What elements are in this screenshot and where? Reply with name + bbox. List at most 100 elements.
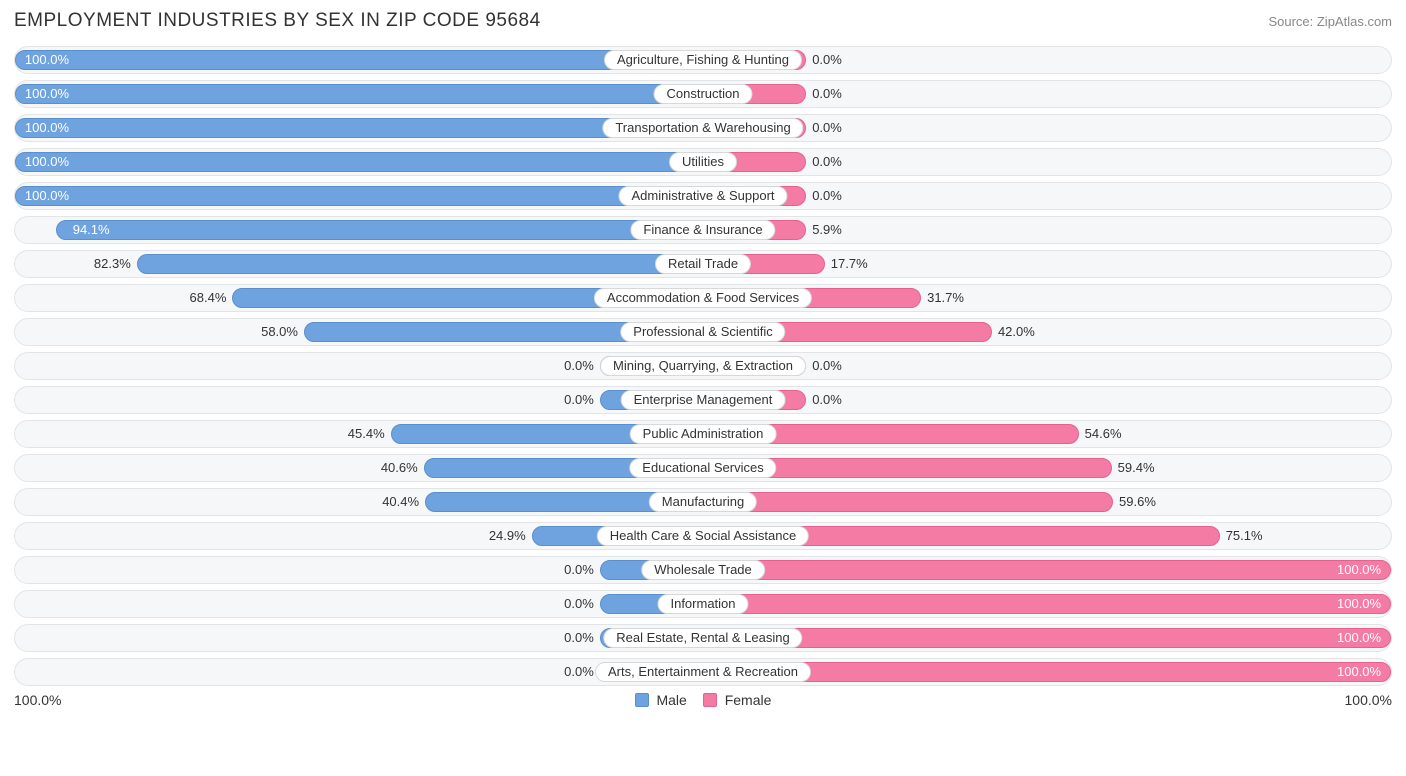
chart-row: 0.0% 0.0% Mining, Quarrying, & Extraction bbox=[14, 352, 1392, 380]
female-value-label: 0.0% bbox=[812, 154, 842, 169]
male-bar bbox=[15, 84, 703, 104]
male-value-label: 0.0% bbox=[564, 562, 594, 577]
legend-male-label: Male bbox=[656, 692, 686, 708]
male-bar bbox=[15, 118, 703, 138]
chart-row: 94.1% 5.9% Finance & Insurance bbox=[14, 216, 1392, 244]
legend-male: Male bbox=[635, 692, 687, 708]
female-value-label: 100.0% bbox=[1337, 664, 1381, 679]
category-label: Construction bbox=[654, 84, 753, 104]
female-bar bbox=[703, 492, 1113, 512]
category-label: Retail Trade bbox=[655, 254, 751, 274]
female-value-label: 5.9% bbox=[812, 222, 842, 237]
female-value-label: 0.0% bbox=[812, 392, 842, 407]
diverging-bar-chart: 100.0% 0.0% Agriculture, Fishing & Hunting… bbox=[14, 46, 1392, 686]
legend-female: Female bbox=[703, 692, 772, 708]
female-value-label: 0.0% bbox=[812, 358, 842, 373]
male-value-label: 40.6% bbox=[381, 460, 418, 475]
female-value-label: 17.7% bbox=[831, 256, 868, 271]
legend: Male Female bbox=[635, 692, 772, 708]
female-value-label: 59.6% bbox=[1119, 494, 1156, 509]
chart-row: 68.4% 31.7% Accommodation & Food Services bbox=[14, 284, 1392, 312]
legend-female-label: Female bbox=[725, 692, 772, 708]
chart-row: 40.6% 59.4% Educational Services bbox=[14, 454, 1392, 482]
female-bar bbox=[703, 594, 1391, 614]
male-bar bbox=[137, 254, 703, 274]
male-value-label: 100.0% bbox=[25, 86, 69, 101]
chart-row: 0.0% 0.0% Enterprise Management bbox=[14, 386, 1392, 414]
category-label: Mining, Quarrying, & Extraction bbox=[600, 356, 806, 376]
chart-row: 24.9% 75.1% Health Care & Social Assistanc… bbox=[14, 522, 1392, 550]
male-bar bbox=[15, 50, 703, 70]
category-label: Arts, Entertainment & Recreation bbox=[595, 662, 811, 682]
male-value-label: 45.4% bbox=[348, 426, 385, 441]
category-label: Accommodation & Food Services bbox=[594, 288, 812, 308]
category-label: Utilities bbox=[669, 152, 737, 172]
category-label: Educational Services bbox=[629, 458, 776, 478]
female-value-label: 54.6% bbox=[1085, 426, 1122, 441]
male-value-label: 68.4% bbox=[190, 290, 227, 305]
chart-row: 100.0% 0.0% Construction bbox=[14, 80, 1392, 108]
male-value-label: 100.0% bbox=[25, 188, 69, 203]
category-label: Transportation & Warehousing bbox=[602, 118, 803, 138]
category-label: Enterprise Management bbox=[621, 390, 786, 410]
chart-row: 100.0% 0.0% Utilities bbox=[14, 148, 1392, 176]
chart-row: 82.3% 17.7% Retail Trade bbox=[14, 250, 1392, 278]
female-value-label: 0.0% bbox=[812, 120, 842, 135]
axis-label-right: 100.0% bbox=[1345, 692, 1392, 708]
category-label: Real Estate, Rental & Leasing bbox=[603, 628, 802, 648]
chart-row: 45.4% 54.6% Public Administration bbox=[14, 420, 1392, 448]
chart-row: 0.0% 100.0% Information bbox=[14, 590, 1392, 618]
male-value-label: 82.3% bbox=[94, 256, 131, 271]
swatch-female bbox=[703, 693, 717, 707]
category-label: Finance & Insurance bbox=[630, 220, 775, 240]
female-value-label: 31.7% bbox=[927, 290, 964, 305]
category-label: Professional & Scientific bbox=[620, 322, 785, 342]
female-value-label: 0.0% bbox=[812, 52, 842, 67]
category-label: Agriculture, Fishing & Hunting bbox=[604, 50, 802, 70]
male-value-label: 24.9% bbox=[489, 528, 526, 543]
female-value-label: 100.0% bbox=[1337, 596, 1381, 611]
male-value-label: 100.0% bbox=[25, 154, 69, 169]
chart-row: 0.0%100.0%Real Estate, Rental & Leasing bbox=[14, 624, 1392, 652]
chart-source: Source: ZipAtlas.com bbox=[1268, 14, 1392, 29]
chart-row: 100.0% 0.0% Transportation & Warehousing bbox=[14, 114, 1392, 142]
chart-row: 0.0% 100.0% Arts, Entertainment & Recreati… bbox=[14, 658, 1392, 686]
chart-footer: 100.0% Male Female 100.0% bbox=[14, 692, 1392, 708]
male-bar bbox=[15, 152, 703, 172]
chart-header: EMPLOYMENT INDUSTRIES BY SEX IN ZIP CODE… bbox=[14, 10, 1392, 32]
female-bar bbox=[703, 628, 1391, 648]
female-value-label: 59.4% bbox=[1118, 460, 1155, 475]
male-value-label: 40.4% bbox=[382, 494, 419, 509]
male-value-label: 0.0% bbox=[564, 630, 594, 645]
chart-title: EMPLOYMENT INDUSTRIES BY SEX IN ZIP CODE… bbox=[14, 10, 541, 32]
category-label: Manufacturing bbox=[649, 492, 757, 512]
male-value-label: 94.1% bbox=[73, 222, 110, 237]
male-value-label: 58.0% bbox=[261, 324, 298, 339]
chart-row: 58.0% 42.0% Professional & Scientific bbox=[14, 318, 1392, 346]
chart-row: 100.0% 0.0% Administrative & Support bbox=[14, 182, 1392, 210]
female-value-label: 42.0% bbox=[998, 324, 1035, 339]
male-value-label: 100.0% bbox=[25, 120, 69, 135]
chart-row: 0.0% 100.0% Wholesale Trade bbox=[14, 556, 1392, 584]
category-label: Health Care & Social Assistance bbox=[597, 526, 809, 546]
category-label: Public Administration bbox=[630, 424, 777, 444]
male-value-label: 0.0% bbox=[564, 392, 594, 407]
axis-label-left: 100.0% bbox=[14, 692, 61, 708]
chart-row: 40.4% 59.6% Manufacturing bbox=[14, 488, 1392, 516]
female-bar bbox=[703, 560, 1391, 580]
chart-row: 100.0% 0.0% Agriculture, Fishing & Hunting bbox=[14, 46, 1392, 74]
category-label: Wholesale Trade bbox=[641, 560, 765, 580]
female-value-label: 0.0% bbox=[812, 188, 842, 203]
female-value-label: 0.0% bbox=[812, 86, 842, 101]
male-bar bbox=[15, 186, 703, 206]
male-value-label: 0.0% bbox=[564, 596, 594, 611]
category-label: Information bbox=[657, 594, 748, 614]
male-value-label: 0.0% bbox=[564, 358, 594, 373]
swatch-male bbox=[635, 693, 649, 707]
male-value-label: 100.0% bbox=[25, 52, 69, 67]
male-bar bbox=[56, 220, 703, 240]
male-value-label: 0.0% bbox=[564, 664, 594, 679]
female-value-label: 100.0% bbox=[1337, 562, 1381, 577]
category-label: Administrative & Support bbox=[618, 186, 787, 206]
female-value-label: 75.1% bbox=[1226, 528, 1263, 543]
